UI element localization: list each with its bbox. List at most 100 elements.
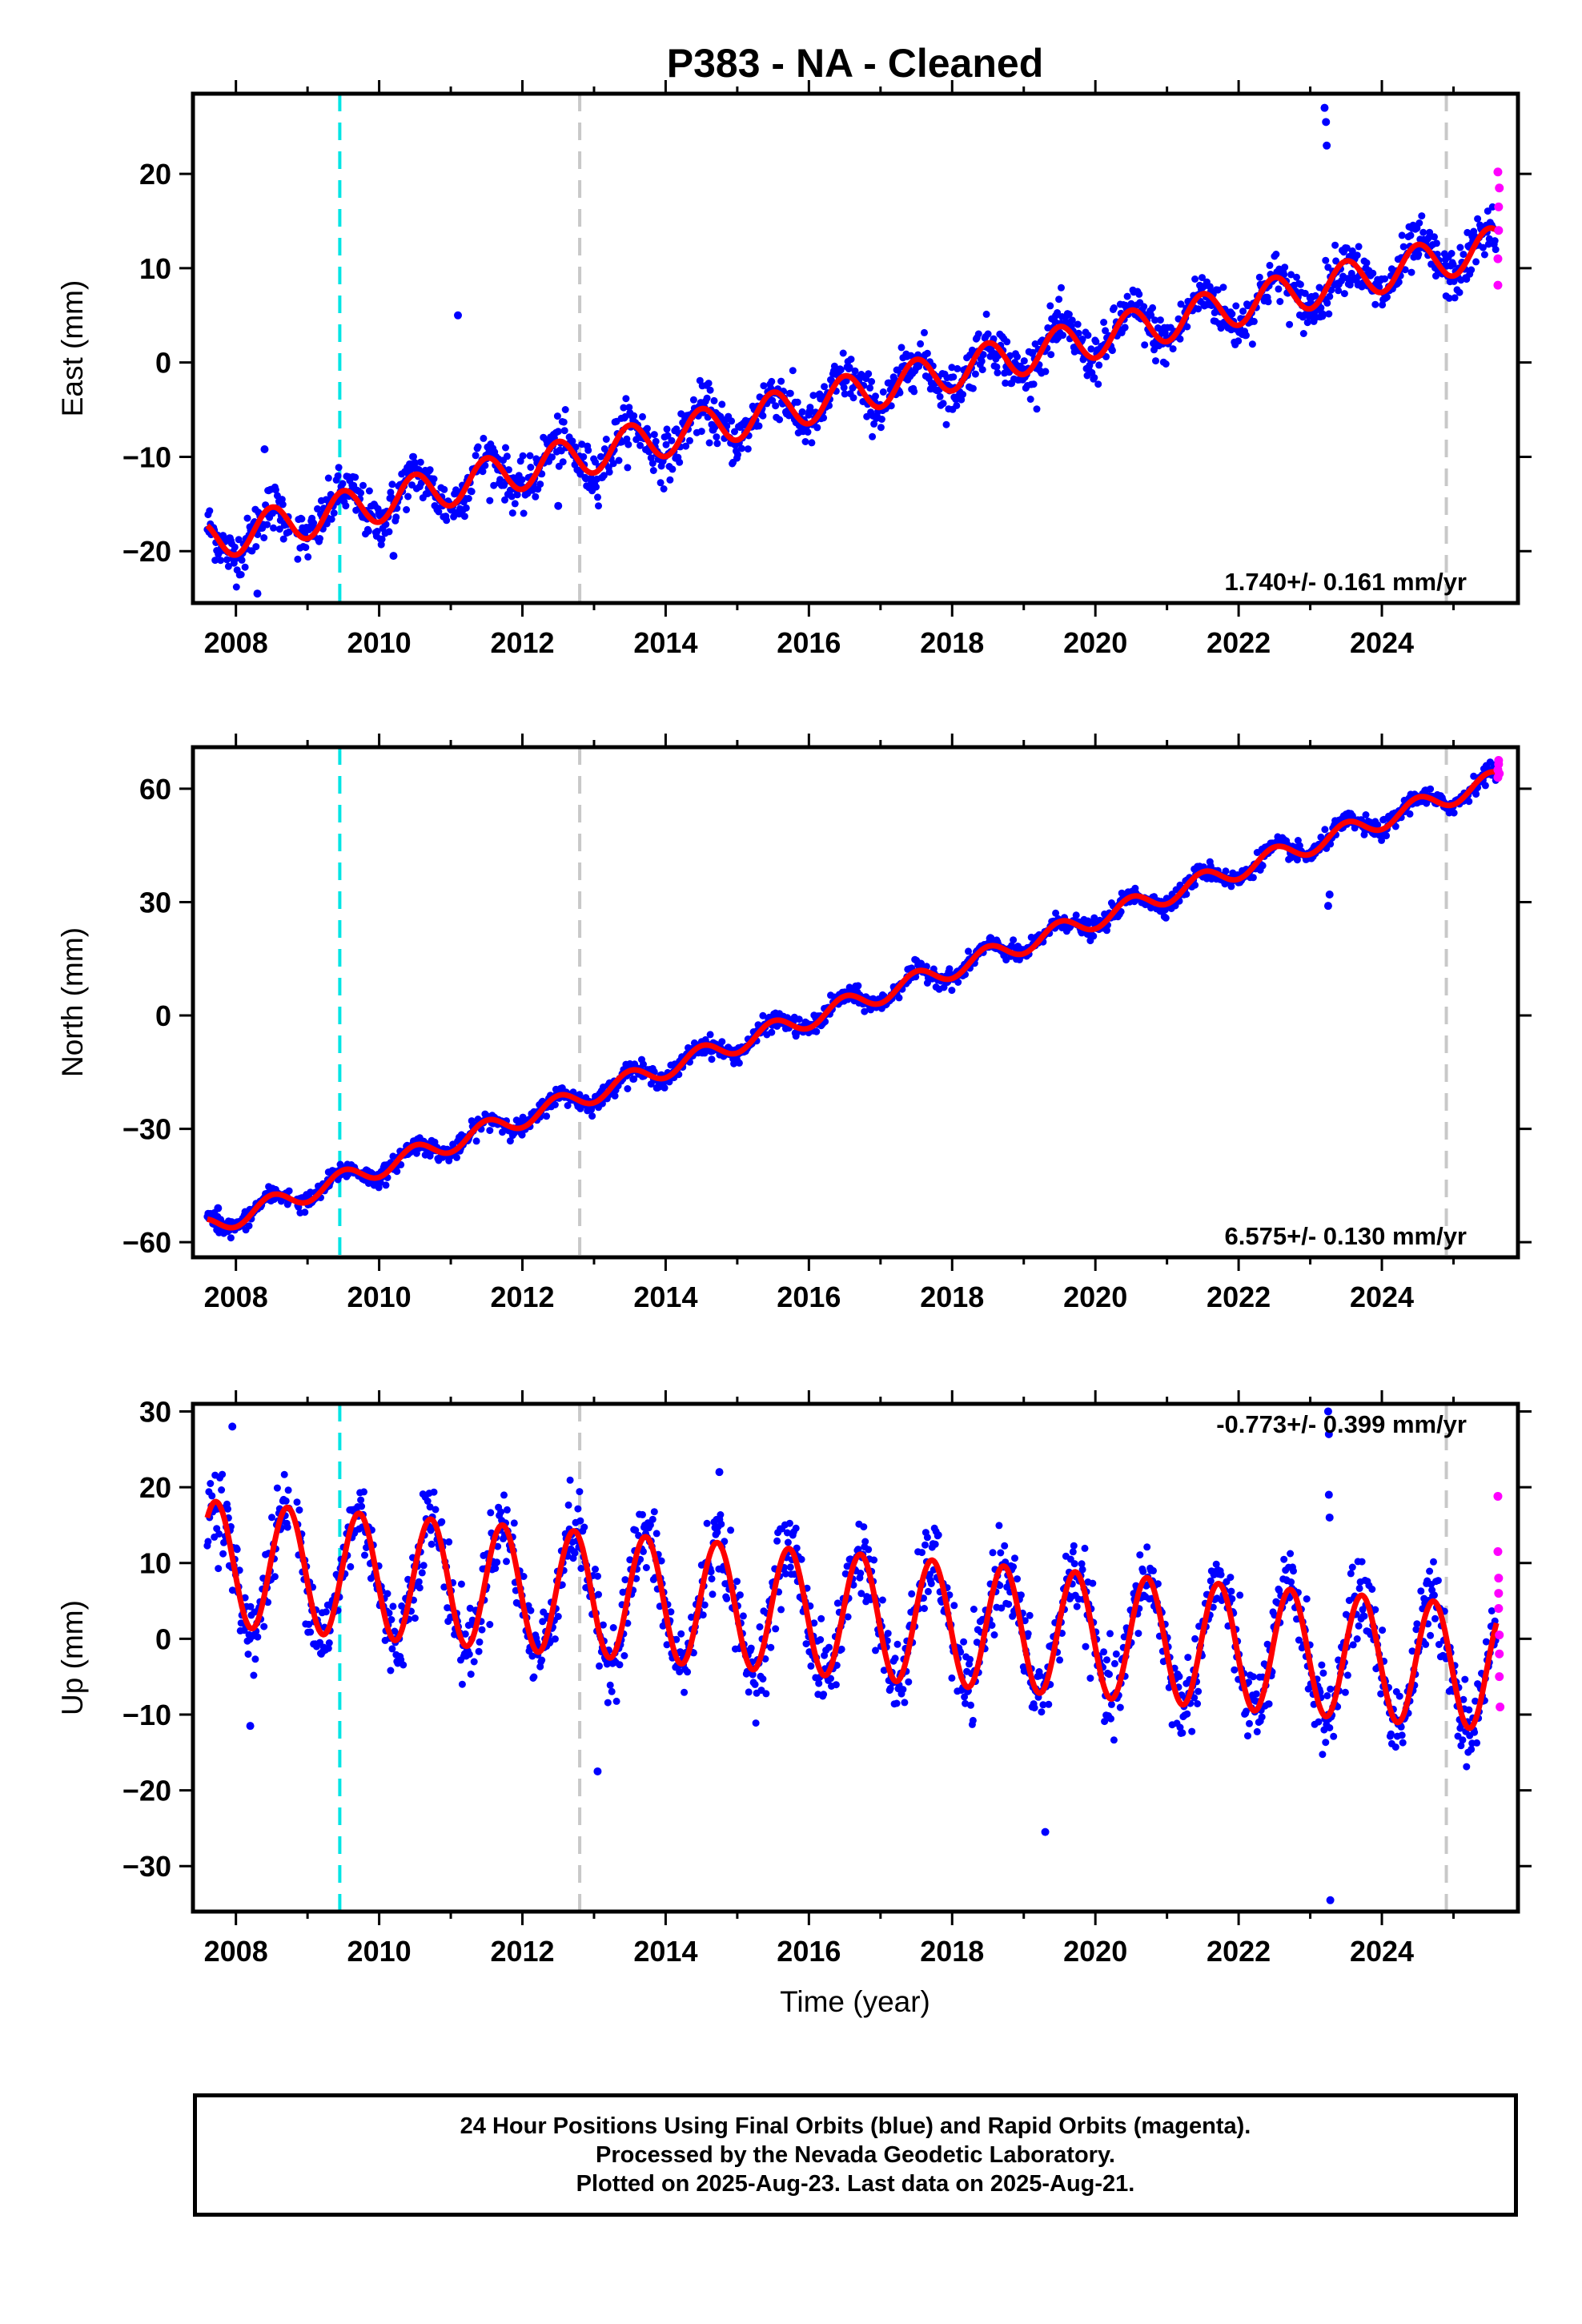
- final-point-up-664: [733, 1578, 741, 1586]
- final-point-up-372: [503, 1506, 511, 1514]
- final-point-up-825: [860, 1523, 868, 1531]
- final-point-east-1612: [1479, 243, 1487, 251]
- final-point-east-255: [411, 459, 419, 467]
- final-point-east-134: [316, 535, 323, 542]
- final-point-east-1412: [1322, 256, 1330, 264]
- final-point-up-350: [486, 1621, 494, 1628]
- final-point-up-693: [756, 1623, 764, 1630]
- final-point-up-264: [418, 1569, 426, 1577]
- final-point-north-211: [376, 1179, 384, 1186]
- final-point-up-337: [476, 1638, 484, 1646]
- final-point-east-87: [271, 486, 279, 494]
- final-point-up-105: [293, 1498, 301, 1506]
- final-point-up-351: [487, 1509, 495, 1517]
- final-point-up-59: [250, 1671, 258, 1679]
- final-point-up-98: [280, 1470, 288, 1478]
- final-point-up-1484: [1379, 1626, 1387, 1634]
- final-point-east-803: [842, 377, 850, 385]
- final-point-east-977: [979, 351, 987, 359]
- final-point-east-1076: [1058, 283, 1065, 292]
- outlier-point-east-0: [1320, 103, 1329, 112]
- final-point-east-1576: [1451, 294, 1459, 302]
- final-point-east-327: [468, 488, 476, 496]
- final-point-up-18: [218, 1486, 226, 1494]
- final-point-up-882: [905, 1678, 913, 1686]
- final-point-up-911: [927, 1580, 935, 1587]
- final-point-east-1543: [1425, 234, 1433, 242]
- final-point-up-792: [833, 1599, 841, 1607]
- final-point-up-856: [884, 1630, 892, 1638]
- final-point-east-35: [231, 543, 239, 551]
- final-point-east-747: [798, 408, 806, 416]
- final-point-east-163: [339, 480, 347, 488]
- outlier-point-east-1: [1322, 118, 1331, 127]
- final-point-up-340: [478, 1626, 486, 1634]
- final-point-up-437: [554, 1613, 562, 1620]
- final-point-east-1425: [1332, 257, 1340, 265]
- final-point-up-1331: [1258, 1713, 1266, 1721]
- final-point-east-1045: [1033, 405, 1041, 413]
- final-point-north-743: [795, 1015, 803, 1023]
- final-point-up-1017: [1011, 1554, 1018, 1562]
- rate-label-east: 1.740+/- 0.161 mm/yr: [1225, 568, 1467, 596]
- rapid-point-east-0: [1493, 280, 1503, 290]
- x-tick-label-east-2012: 2012: [490, 626, 554, 659]
- final-point-up-1545: [1427, 1631, 1435, 1639]
- final-point-east-754: [804, 428, 812, 436]
- final-point-up-687: [751, 1680, 759, 1688]
- final-point-up-1279: [1217, 1570, 1225, 1578]
- final-point-up-701: [762, 1690, 770, 1698]
- final-point-up-220: [383, 1590, 391, 1598]
- final-point-up-1138: [1106, 1630, 1114, 1638]
- final-point-north-632: [708, 1055, 716, 1063]
- final-point-east-1440: [1343, 275, 1351, 283]
- final-point-east-1181: [1140, 303, 1148, 311]
- final-point-east-1194: [1150, 346, 1158, 354]
- final-point-up-656: [727, 1526, 735, 1534]
- final-point-east-800: [840, 384, 848, 392]
- final-point-up-549: [642, 1564, 650, 1571]
- x-tick-label-east-2014: 2014: [633, 626, 697, 659]
- final-point-east-582: [669, 465, 677, 473]
- final-point-up-682: [747, 1644, 755, 1652]
- final-point-up-1437: [1341, 1688, 1349, 1696]
- final-point-east-1417: [1326, 292, 1334, 300]
- final-point-up-886: [908, 1590, 916, 1598]
- final-point-up-336: [475, 1647, 483, 1655]
- x-tick-label-north-2022: 2022: [1207, 1281, 1271, 1313]
- final-point-up-89: [273, 1484, 281, 1492]
- final-point-east-1007: [1003, 338, 1011, 346]
- final-point-east-720: [777, 377, 785, 385]
- final-point-east-341: [479, 468, 487, 476]
- final-point-east-1386: [1301, 289, 1309, 297]
- final-point-east-609: [689, 396, 697, 404]
- final-point-east-1603: [1472, 258, 1480, 266]
- x-tick-label-east-2024: 2024: [1350, 626, 1414, 659]
- final-point-east-318: [460, 513, 468, 521]
- final-point-east-1160: [1123, 292, 1131, 300]
- x-tick-label-north-2008: 2008: [204, 1281, 268, 1313]
- final-point-up-771: [817, 1614, 825, 1622]
- final-point-north-308: [453, 1153, 460, 1161]
- final-point-east-523: [622, 395, 630, 403]
- final-point-up-899: [918, 1549, 926, 1557]
- final-point-east-967: [971, 370, 979, 378]
- final-point-east-1228: [1177, 300, 1185, 308]
- final-point-east-196: [364, 527, 372, 535]
- final-point-up-1528: [1413, 1620, 1421, 1628]
- final-point-north-1209: [1162, 914, 1170, 922]
- final-point-east-391: [518, 476, 526, 484]
- final-point-east-186: [357, 489, 365, 497]
- final-point-east-732: [786, 389, 794, 397]
- y-tick-label-north-0: −60: [122, 1226, 171, 1259]
- final-point-east-374: [504, 466, 512, 474]
- final-point-east-402: [527, 464, 535, 471]
- final-point-up-952: [960, 1638, 968, 1646]
- final-point-east-1406: [1317, 304, 1325, 312]
- final-point-east-902: [921, 328, 928, 336]
- final-point-east-111: [298, 515, 306, 523]
- final-point-east-629: [705, 439, 713, 447]
- final-point-up-988: [988, 1622, 996, 1629]
- final-point-up-903: [921, 1541, 929, 1549]
- final-point-up-1193: [1150, 1566, 1157, 1574]
